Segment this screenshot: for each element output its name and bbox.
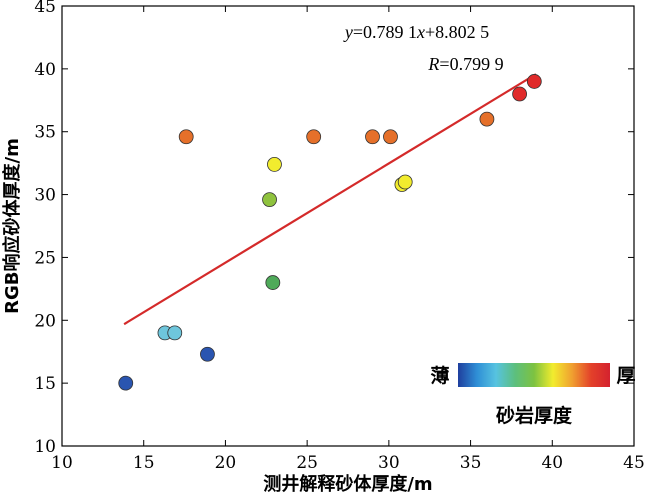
- axes: [61, 5, 635, 447]
- data-point: [526, 74, 542, 89]
- y-tick-label: 10: [34, 437, 56, 457]
- data-point: [265, 275, 281, 290]
- data-point: [267, 156, 282, 172]
- x-tick-label: 15: [133, 453, 155, 473]
- regression-line: [123, 73, 537, 326]
- y-tick-label: 20: [34, 311, 56, 331]
- x-tick-label: 25: [296, 453, 318, 473]
- colorbar-legend: 薄 厚 砂岩厚度: [430, 363, 636, 427]
- colorbar-title: 砂岩厚度: [496, 404, 573, 427]
- correlation-coefficient: R=0.799 9: [427, 54, 503, 74]
- y-tick-label: 45: [34, 0, 56, 17]
- data-point: [178, 129, 194, 145]
- y-tick-label: 25: [34, 248, 56, 268]
- plot-frame: [61, 5, 635, 447]
- data-point: [167, 325, 183, 341]
- x-tick-label: 10: [51, 453, 73, 473]
- ticks: 10 15 20 25 30 35 40 45 10 15 20 25 30 35 40 45: [34, 0, 644, 473]
- x-tick-label: 20: [215, 453, 237, 473]
- data-points: [118, 74, 542, 391]
- x-tick-label: 35: [460, 453, 482, 473]
- data-point: [200, 346, 215, 362]
- x-tick-label: 40: [541, 453, 563, 473]
- regression-equation: y=0.789 1x+8.802 5: [343, 22, 489, 42]
- data-point: [262, 192, 277, 208]
- y-axis-title: RGB响应砂体厚度/m: [1, 138, 23, 314]
- x-tick-label: 30: [378, 453, 400, 473]
- data-point: [512, 86, 527, 102]
- data-point: [383, 129, 398, 145]
- y-tick-label: 30: [34, 186, 56, 206]
- colorbar-thin-label: 薄: [430, 365, 449, 387]
- x-axis-title: 测井解释砂体厚度/m: [263, 473, 432, 495]
- data-point: [479, 111, 495, 127]
- colorbar-thick-label: 厚: [616, 365, 635, 387]
- y-tick-label: 35: [34, 123, 56, 143]
- y-tick-label: 15: [34, 374, 56, 394]
- data-point: [306, 129, 322, 145]
- y-tick-label: 40: [34, 60, 56, 80]
- data-point: [365, 129, 380, 145]
- x-tick-label: 45: [623, 453, 645, 473]
- colorbar-gradient: [458, 363, 610, 387]
- data-point: [397, 174, 413, 190]
- data-point: [118, 375, 134, 391]
